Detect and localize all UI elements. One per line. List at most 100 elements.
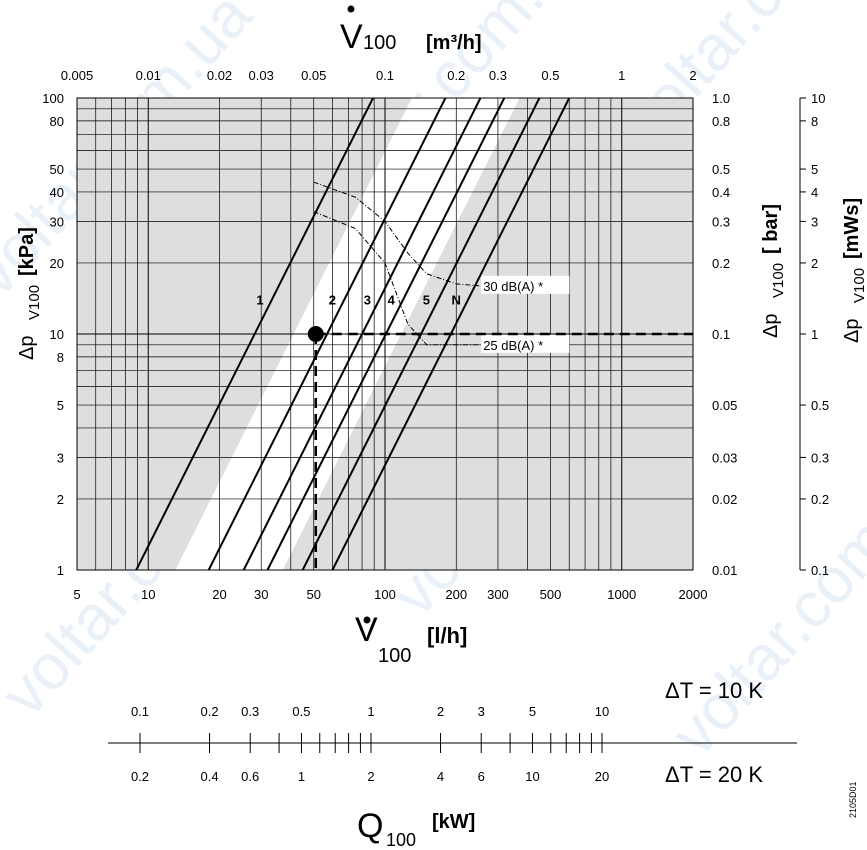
q-dt10-label: 0.5 <box>292 704 310 719</box>
power-symbol: Q <box>357 807 383 845</box>
q-dt20-label: 4 <box>437 769 444 784</box>
x-top-tick-label: 2 <box>689 68 696 83</box>
y-right-mws-tick-label: 3 <box>811 214 818 229</box>
power-scale: ΔT = 10 K ΔT = 20 K Q 100 [kW] 0.1 0.2 0.3… <box>108 678 797 850</box>
x-top-tick-label: 0.05 <box>301 68 326 83</box>
y-right-mws-tick-label: 4 <box>811 185 818 200</box>
x-top-tick-label: 0.1 <box>376 68 394 83</box>
q-dt10-label: 2 <box>437 704 444 719</box>
x-top-tick-label: 1 <box>618 68 625 83</box>
top-axis-symbol-dot <box>347 5 355 13</box>
y-right-mws-tick-label: 5 <box>811 162 818 177</box>
operating-point <box>307 326 324 342</box>
x-bottom-tick-label: 2000 <box>679 587 708 602</box>
valve-line-label-2: 2 <box>329 293 336 308</box>
y-axis-right-mws: 0.1 0.2 0.3 0.5 1 2 3 4 5 8 10 <box>799 91 829 578</box>
q-dt20-label: 20 <box>595 769 609 784</box>
top-axis-symbol: V <box>340 18 363 56</box>
valve-line-2 <box>207 98 447 570</box>
valve-line-label-N: N <box>451 293 460 308</box>
y-axis-left: 1 2 3 5 8 10 20 30 40 50 80 100 <box>42 91 64 578</box>
q-dt20-label: 0.2 <box>131 769 149 784</box>
y-left-tick-label: 20 <box>50 256 64 271</box>
right-bar-axis-sub: V100 <box>770 263 787 298</box>
q-dt20-label: 0.4 <box>200 769 218 784</box>
valve-line-labels: 1 2 3 4 5 N <box>256 293 461 308</box>
valve-line-label-3: 3 <box>364 293 371 308</box>
q-dt10-label: 0.1 <box>131 704 149 719</box>
right-bar-axis-main: Δp <box>760 314 782 338</box>
bottom-axis-symbol-dot <box>363 616 371 624</box>
y-right-bar-tick-label: 0.4 <box>712 185 730 200</box>
right-mws-axis-title: Δp V100 [mWs] <box>841 198 867 343</box>
x-axis-bottom: 5 10 20 30 50 100 200 300 500 1000 2000 <box>73 587 707 602</box>
document-code: 2105D01 <box>848 781 858 818</box>
y-left-tick-label: 100 <box>42 91 64 106</box>
left-axis-main: Δp <box>16 336 38 360</box>
y-right-bar-tick-label: 0.1 <box>712 327 730 342</box>
valve-line-3 <box>242 98 482 570</box>
x-axis-top: 0.005 0.01 0.02 0.03 0.05 0.1 0.2 0.3 0.5 1 2 <box>61 68 697 83</box>
operating-point-group <box>307 326 693 570</box>
dt20-label: ΔT = 20 K <box>665 762 763 787</box>
q-dt10-label: 5 <box>529 704 536 719</box>
y-right-mws-tick-label: 8 <box>811 114 818 129</box>
valve-line-label-5: 5 <box>423 293 430 308</box>
y-left-tick-label: 50 <box>50 162 64 177</box>
right-bar-axis-title: Δp V100 [ bar] <box>760 204 787 338</box>
y-right-bar-tick-label: 0.03 <box>712 450 737 465</box>
y-left-tick-label: 80 <box>50 114 64 129</box>
x-top-tick-label: 0.03 <box>249 68 274 83</box>
x-bottom-tick-label: 10 <box>141 587 155 602</box>
valve-line-label-4: 4 <box>388 293 396 308</box>
left-axis-unit: [kPa] <box>16 227 38 276</box>
x-top-tick-label: 0.2 <box>447 68 465 83</box>
y-right-bar-tick-label: 1.0 <box>712 91 730 106</box>
y-left-tick-label: 8 <box>57 350 64 365</box>
y-right-bar-tick-label: 0.01 <box>712 563 737 578</box>
noise-label-bg-1 <box>481 334 570 353</box>
q-dt10-label: 3 <box>478 704 485 719</box>
q-dt20-label: 0.6 <box>241 769 259 784</box>
top-axis-title: V 100 [m³/h] <box>340 5 482 56</box>
noise-curve-1 <box>313 211 480 346</box>
right-bar-axis-unit: [ bar] <box>760 204 782 254</box>
y-right-mws-tick-label: 10 <box>811 91 825 106</box>
noise-label-0: 30 dB(A) * <box>483 279 543 294</box>
x-bottom-tick-label: 200 <box>445 587 467 602</box>
bottom-axis-title: V 100 [l/h] <box>355 611 467 667</box>
dt10-label: ΔT = 10 K <box>665 678 763 703</box>
bottom-axis-sub: 100 <box>378 645 411 667</box>
x-bottom-tick-label: 50 <box>307 587 321 602</box>
x-bottom-tick-label: 100 <box>374 587 396 602</box>
y-right-bar-tick-label: 0.02 <box>712 492 737 507</box>
y-right-mws-tick-label: 0.3 <box>811 450 829 465</box>
y-right-mws-tick-label: 0.5 <box>811 398 829 413</box>
y-left-tick-label: 40 <box>50 185 64 200</box>
noise-label-1: 25 dB(A) * <box>483 338 543 353</box>
y-right-mws-tick-label: 2 <box>811 256 818 271</box>
noise-curves: 30 dB(A) * 25 dB(A) * <box>313 181 570 353</box>
y-left-tick-label: 3 <box>57 450 64 465</box>
noise-curve-0 <box>313 181 480 287</box>
x-top-tick-label: 0.5 <box>541 68 559 83</box>
noise-label-bg-0 <box>481 275 570 294</box>
x-bottom-tick-label: 300 <box>487 587 509 602</box>
y-right-bar-tick-label: 0.8 <box>712 114 730 129</box>
top-axis-unit: [m³/h] <box>426 32 482 54</box>
x-bottom-tick-label: 30 <box>254 587 268 602</box>
q-dt10-label: 0.2 <box>200 704 218 719</box>
y-left-tick-label: 30 <box>50 214 64 229</box>
q-dt20-label: 10 <box>525 769 539 784</box>
valve-line-label-1: 1 <box>256 293 263 308</box>
bottom-axis-unit: [l/h] <box>427 623 467 648</box>
q-dt20-label: 1 <box>298 769 305 784</box>
y-left-tick-label: 10 <box>50 327 64 342</box>
y-right-mws-tick-label: 1 <box>811 327 818 342</box>
q-dt10-label: 10 <box>595 704 609 719</box>
y-right-bar-tick-label: 0.05 <box>712 398 737 413</box>
x-top-tick-label: 0.01 <box>136 68 161 83</box>
x-top-tick-label: 0.3 <box>489 68 507 83</box>
y-right-mws-tick-label: 0.2 <box>811 492 829 507</box>
